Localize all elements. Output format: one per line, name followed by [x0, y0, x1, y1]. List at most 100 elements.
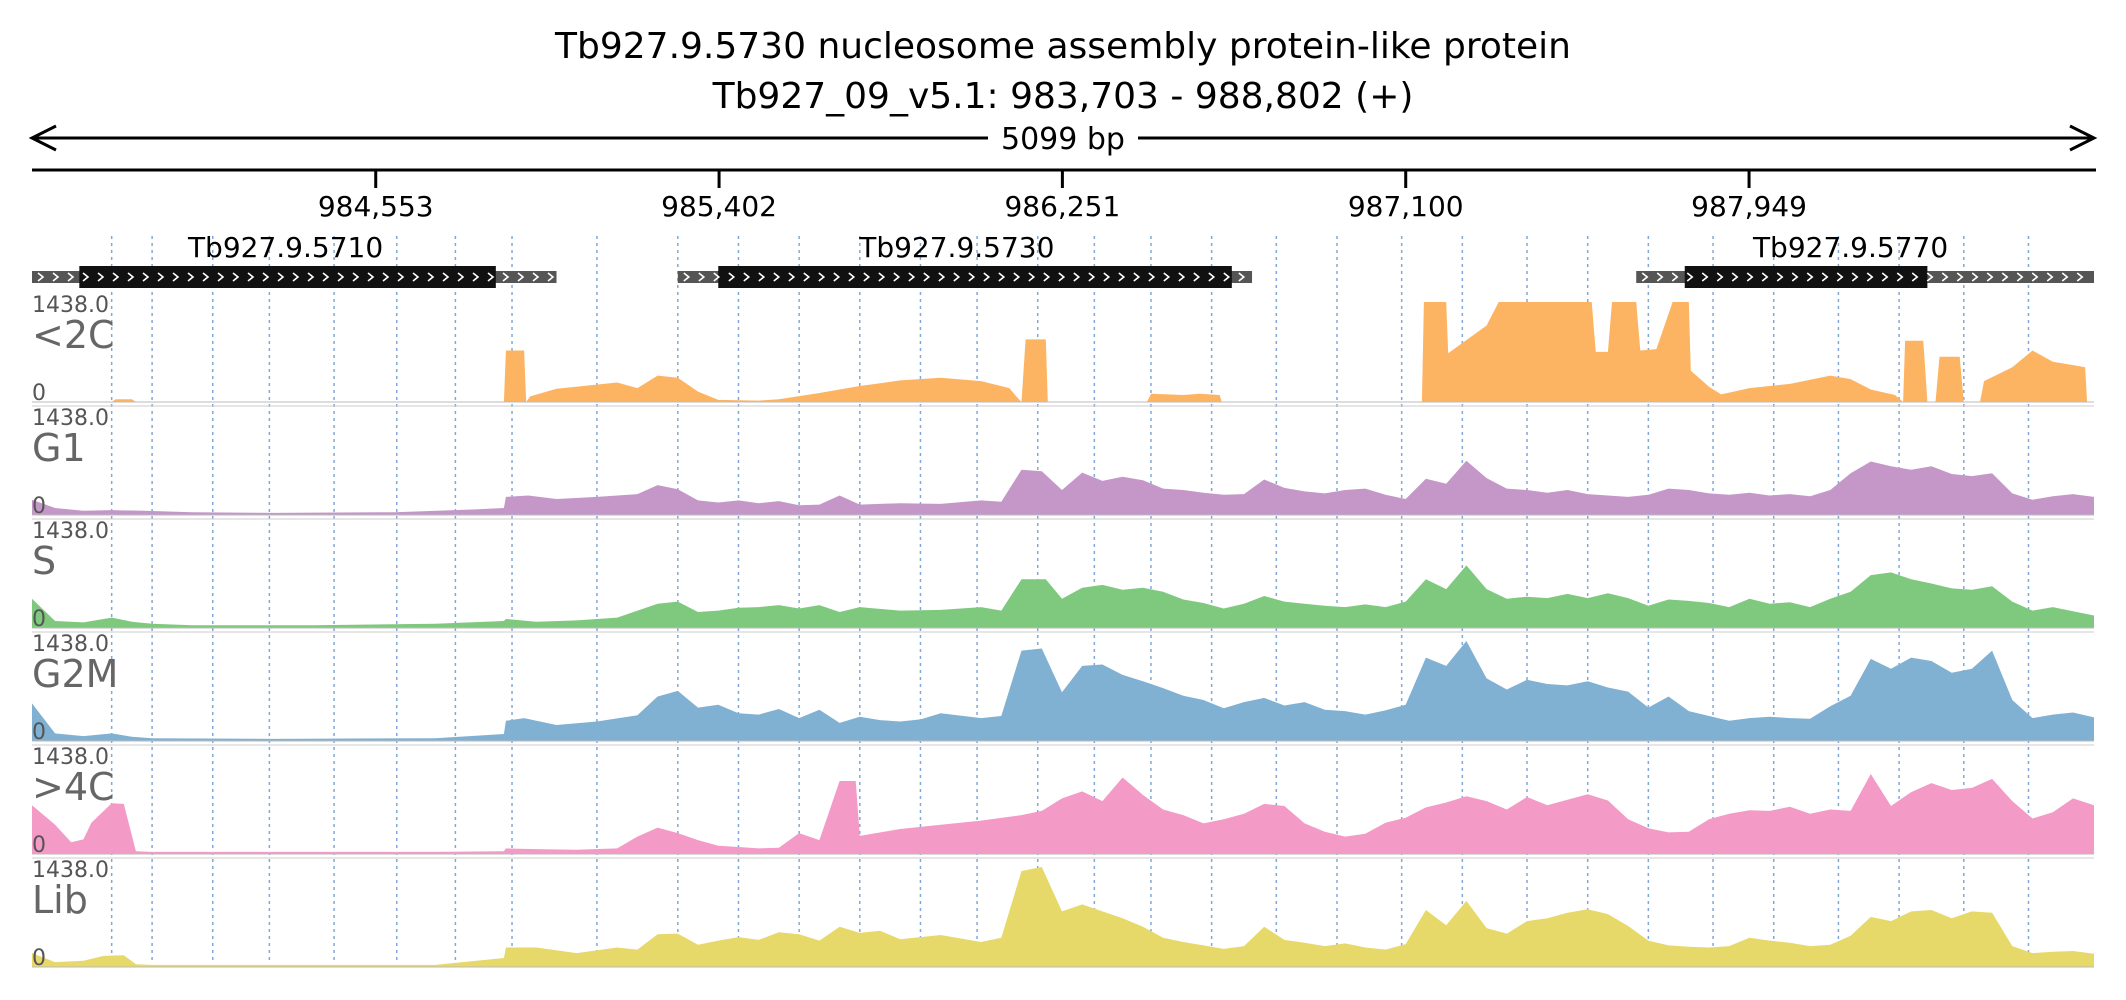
- gene-label: Tb927.9.5730: [858, 231, 1054, 264]
- strand-chevron: [1028, 272, 1036, 282]
- strand-chevron: [202, 272, 210, 282]
- strand-chevron: [322, 272, 330, 282]
- strand-chevron: [1881, 272, 1889, 282]
- strand-chevron: [1806, 272, 1814, 282]
- strand-chevron: [1821, 272, 1829, 282]
- strand-chevron: [352, 272, 360, 282]
- strand-chevron: [172, 272, 180, 282]
- strand-chevron: [758, 272, 766, 282]
- strand-chevron: [547, 272, 555, 282]
- track-max-label: 1438.0: [32, 858, 109, 883]
- strand-chevron: [472, 272, 480, 282]
- strand-chevron: [67, 272, 75, 282]
- strand-chevron: [2076, 272, 2084, 282]
- strand-chevron: [818, 272, 826, 282]
- strand-chevron: [1971, 272, 1979, 282]
- strand-chevron: [1656, 272, 1664, 282]
- strand-chevron: [983, 272, 991, 282]
- genomic-location: Tb927_09_v5.1: 983,703 - 988,802 (+): [712, 76, 1414, 117]
- coverage-track: 1438.0<2C 0: [32, 293, 2094, 406]
- coordinate-ruler: 984,553 985,402 986,251 987,100 987,949: [32, 168, 2096, 223]
- track-min-label: 0: [32, 946, 46, 971]
- strand-chevron: [502, 272, 510, 282]
- strand-chevron: [157, 272, 165, 282]
- strand-chevron: [863, 272, 871, 282]
- coverage-track: 1438.0G1 0: [32, 405, 2094, 519]
- strand-chevron: [1088, 272, 1096, 282]
- strand-chevron: [1896, 272, 1904, 282]
- strand-chevron: [803, 272, 811, 282]
- strand-chevron: [773, 272, 781, 282]
- strand-chevron: [487, 272, 495, 282]
- strand-chevron: [2046, 272, 2054, 282]
- strand-chevron: [1866, 272, 1874, 282]
- strand-chevron: [277, 272, 285, 282]
- chart-title: Tb927.9.5730 nucleosome assembly protein…: [554, 26, 1571, 67]
- strand-chevron: [1013, 272, 1021, 282]
- strand-chevron: [412, 272, 420, 282]
- track-min-label: 0: [32, 607, 46, 632]
- strand-chevron: [2001, 272, 2009, 282]
- strand-chevron: [953, 272, 961, 282]
- strand-chevron: [1671, 272, 1679, 282]
- span-arrow-left-head: [28, 124, 57, 152]
- ruler-tick-label: 986,251: [1004, 190, 1120, 223]
- strand-chevron: [1731, 272, 1739, 282]
- track-name: <2C: [32, 313, 115, 357]
- strand-chevron: [247, 272, 255, 282]
- strand-chevron: [1686, 272, 1694, 282]
- strand-chevron: [1073, 272, 1081, 282]
- strand-chevron: [938, 272, 946, 282]
- strand-chevron: [82, 272, 90, 282]
- gene-label: Tb927.9.5770: [1752, 231, 1948, 264]
- track-name: >4C: [32, 765, 115, 809]
- strand-chevron: [1791, 272, 1799, 282]
- strand-chevron: [127, 272, 135, 282]
- strand-chevron: [923, 272, 931, 282]
- ruler-tick-label: 987,949: [1691, 190, 1807, 223]
- strand-chevron: [1716, 272, 1724, 282]
- track-max-label: 1438.0: [32, 293, 109, 318]
- strand-chevron: [1118, 272, 1126, 282]
- span-length: 5099 bp: [1001, 122, 1125, 157]
- strand-chevron: [307, 272, 315, 282]
- strand-chevron: [292, 272, 300, 282]
- strand-chevron: [217, 272, 225, 282]
- track-max-label: 1438.0: [32, 632, 109, 657]
- strand-chevron: [2061, 272, 2069, 282]
- track-name: G2M: [32, 652, 118, 696]
- strand-chevron: [442, 272, 450, 282]
- track-min-label: 0: [32, 381, 46, 406]
- track-max-label: 1438.0: [32, 406, 109, 431]
- strand-chevron: [367, 272, 375, 282]
- strand-chevron: [517, 272, 525, 282]
- strand-chevron: [1208, 272, 1216, 282]
- strand-chevron: [1911, 272, 1919, 282]
- strand-chevron: [1956, 272, 1964, 282]
- strand-chevron: [1851, 272, 1859, 282]
- strand-chevron: [848, 272, 856, 282]
- strand-chevron: [1178, 272, 1186, 282]
- strand-chevron: [532, 272, 540, 282]
- strand-chevron: [1043, 272, 1051, 282]
- strand-chevron: [97, 272, 105, 282]
- strand-chevron: [698, 272, 706, 282]
- strand-chevron: [187, 272, 195, 282]
- strand-chevron: [1761, 272, 1769, 282]
- track-name: Lib: [32, 878, 88, 922]
- strand-chevron: [833, 272, 841, 282]
- strand-chevron: [1746, 272, 1754, 282]
- strand-chevron: [1238, 272, 1246, 282]
- strand-chevron: [262, 272, 270, 282]
- span-arrow: 5099 bp: [28, 120, 2098, 157]
- strand-chevron: [1163, 272, 1171, 282]
- strand-chevron: [1133, 272, 1141, 282]
- strand-chevron: [37, 272, 45, 282]
- ruler-tick-label: 985,402: [661, 190, 777, 223]
- strand-chevron: [908, 272, 916, 282]
- coverage-area: [32, 302, 2094, 402]
- coverage-area: [32, 460, 2094, 515]
